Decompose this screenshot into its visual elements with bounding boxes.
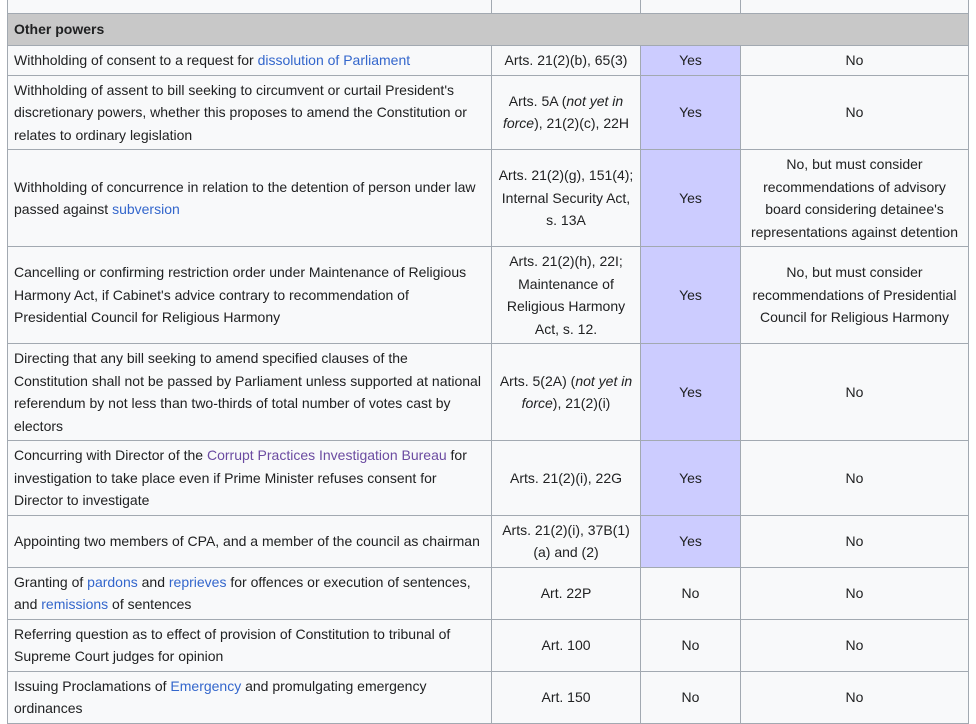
power-text: of sentences <box>108 596 192 612</box>
power-text: Appointing two members of CPA, and a mem… <box>14 532 480 549</box>
articles-cell: Arts. 21(2)(h), 22I; Maintenance of Reli… <box>491 246 641 344</box>
powers-table: Other powers Withholding of consent to a… <box>7 0 969 724</box>
advice-cell: No <box>740 343 969 441</box>
power-text: Issuing Proclamations of <box>14 677 171 694</box>
power-text: Withholding of assent to bill seeking to… <box>14 81 467 143</box>
article-note-italic: not yet in force <box>521 372 633 412</box>
section-header: Other powers <box>7 13 969 46</box>
advice-cell: No <box>740 514 969 568</box>
power-description-cell: Directing that any bill seeking to amend… <box>7 343 492 441</box>
power-text: Granting of <box>14 573 88 590</box>
discretion-cell: Yes <box>640 246 741 344</box>
power-link[interactable]: remissions <box>41 596 109 612</box>
power-text: Withholding of consent to a request for <box>14 52 258 68</box>
discretion-cell: No <box>640 618 741 672</box>
advice-cell: No <box>740 670 969 724</box>
power-description-cell: Granting of pardons and reprieves for of… <box>7 566 492 620</box>
table-row: Issuing Proclamations of Emergency and p… <box>7 670 969 724</box>
power-description-cell: Appointing two members of CPA, and a mem… <box>7 514 492 568</box>
power-text: for investigation to take place even if … <box>14 447 467 508</box>
advice-cell: No, but must consider recommendations of… <box>740 149 969 247</box>
advice-cell: No <box>740 45 969 76</box>
table-row: Withholding of consent to a request for … <box>7 45 969 76</box>
advice-cell: No <box>740 566 969 620</box>
article-text: Arts. 21(2)(g), 151(4); Internal Securit… <box>498 167 634 229</box>
cell-fragment <box>491 0 641 14</box>
article-text: Arts. 21(2)(b), 65(3) <box>504 52 628 68</box>
discretion-cell: Yes <box>640 440 741 516</box>
power-description-cell: Issuing Proclamations of Emergency and p… <box>7 670 492 724</box>
advice-cell: No <box>740 74 969 150</box>
articles-cell: Arts. 21(2)(b), 65(3) <box>491 45 641 76</box>
table-row: Concurring with Director of the Corrupt … <box>7 440 969 516</box>
power-text: Withholding of concurrence in relation t… <box>14 178 476 218</box>
power-text: and promulgating emergency ordinances <box>14 677 427 717</box>
article-text: Art. 100 <box>541 636 591 653</box>
discretion-cell: Yes <box>640 343 741 441</box>
power-description-cell: Concurring with Director of the Corrupt … <box>7 440 492 516</box>
section-header-row: Other powers <box>7 13 969 46</box>
article-text: ), 21(2)(i) <box>552 395 611 411</box>
power-text: Concurring with Director of the <box>14 447 207 463</box>
power-text: Cancelling or confirming restriction ord… <box>14 264 467 326</box>
power-text: for offences or execution of sentences, … <box>14 573 471 613</box>
discretion-cell: Yes <box>640 514 741 568</box>
powers-table-body: Other powers Withholding of consent to a… <box>7 0 969 724</box>
articles-cell: Arts. 21(2)(i), 37B(1) (a) and (2) <box>491 514 641 568</box>
power-description-cell: Withholding of consent to a request for … <box>7 45 492 76</box>
power-description-cell: Referring question as to effect of provi… <box>7 618 492 672</box>
advice-cell: No, but must consider recommendations of… <box>740 246 969 344</box>
article-note-italic: not yet in force <box>502 92 624 132</box>
cell-fragment <box>740 0 969 14</box>
article-text: Arts. 21(2)(i), 37B(1) (a) and (2) <box>502 521 630 561</box>
power-link[interactable]: reprieves <box>168 573 227 590</box>
power-description-cell: Withholding of concurrence in relation t… <box>7 149 492 247</box>
advice-cell: No <box>740 440 969 516</box>
article-text: Art. 150 <box>541 688 591 705</box>
articles-cell: Art. 150 <box>491 670 641 724</box>
cell-fragment <box>7 0 492 14</box>
table-row: Directing that any bill seeking to amend… <box>7 343 969 441</box>
articles-cell: Art. 22P <box>491 566 641 620</box>
discretion-cell: No <box>640 566 741 620</box>
articles-cell: Arts. 21(2)(i), 22G <box>491 440 641 516</box>
table-row: Appointing two members of CPA, and a mem… <box>7 514 969 568</box>
article-text: Arts. 5A ( <box>508 92 567 109</box>
power-text: Referring question as to effect of provi… <box>14 625 451 665</box>
table-row: Referring question as to effect of provi… <box>7 618 969 672</box>
power-text: and <box>137 573 169 590</box>
discretion-cell: No <box>640 670 741 724</box>
power-link[interactable]: subversion <box>112 201 180 217</box>
table-row: Withholding of assent to bill seeking to… <box>7 74 969 150</box>
discretion-cell: Yes <box>640 45 741 76</box>
article-text: Art. 22P <box>540 584 592 601</box>
power-link[interactable]: pardons <box>87 573 138 590</box>
discretion-cell: Yes <box>640 74 741 150</box>
power-link[interactable]: Emergency <box>170 677 242 694</box>
table-row: Granting of pardons and reprieves for of… <box>7 566 969 620</box>
cell-fragment <box>640 0 741 14</box>
articles-cell: Art. 100 <box>491 618 641 672</box>
table-row: Cancelling or confirming restriction ord… <box>7 246 969 344</box>
power-text: Directing that any bill seeking to amend… <box>14 350 481 434</box>
advice-cell: No <box>740 618 969 672</box>
power-link[interactable]: dissolution of Parliament <box>257 52 411 68</box>
article-text: Arts. 5(2A) ( <box>499 372 576 389</box>
article-text: Arts. 21(2)(h), 22I; Maintenance of Reli… <box>506 253 626 337</box>
table-row: Withholding of concurrence in relation t… <box>7 149 969 247</box>
articles-cell: Arts. 5A (not yet in force), 21(2)(c), 2… <box>491 74 641 150</box>
power-link[interactable]: Corrupt Practices Investigation Bureau <box>206 447 447 463</box>
power-description-cell: Withholding of assent to bill seeking to… <box>7 74 492 150</box>
discretion-cell: Yes <box>640 149 741 247</box>
article-text: ), 21(2)(c), 22H <box>534 115 630 132</box>
articles-cell: Arts. 21(2)(g), 151(4); Internal Securit… <box>491 149 641 247</box>
articles-cell: Arts. 5(2A) (not yet in force), 21(2)(i) <box>491 343 641 441</box>
table-row-top-fragment <box>7 0 969 14</box>
article-text: Arts. 21(2)(i), 22G <box>509 469 623 486</box>
power-description-cell: Cancelling or confirming restriction ord… <box>7 246 492 344</box>
